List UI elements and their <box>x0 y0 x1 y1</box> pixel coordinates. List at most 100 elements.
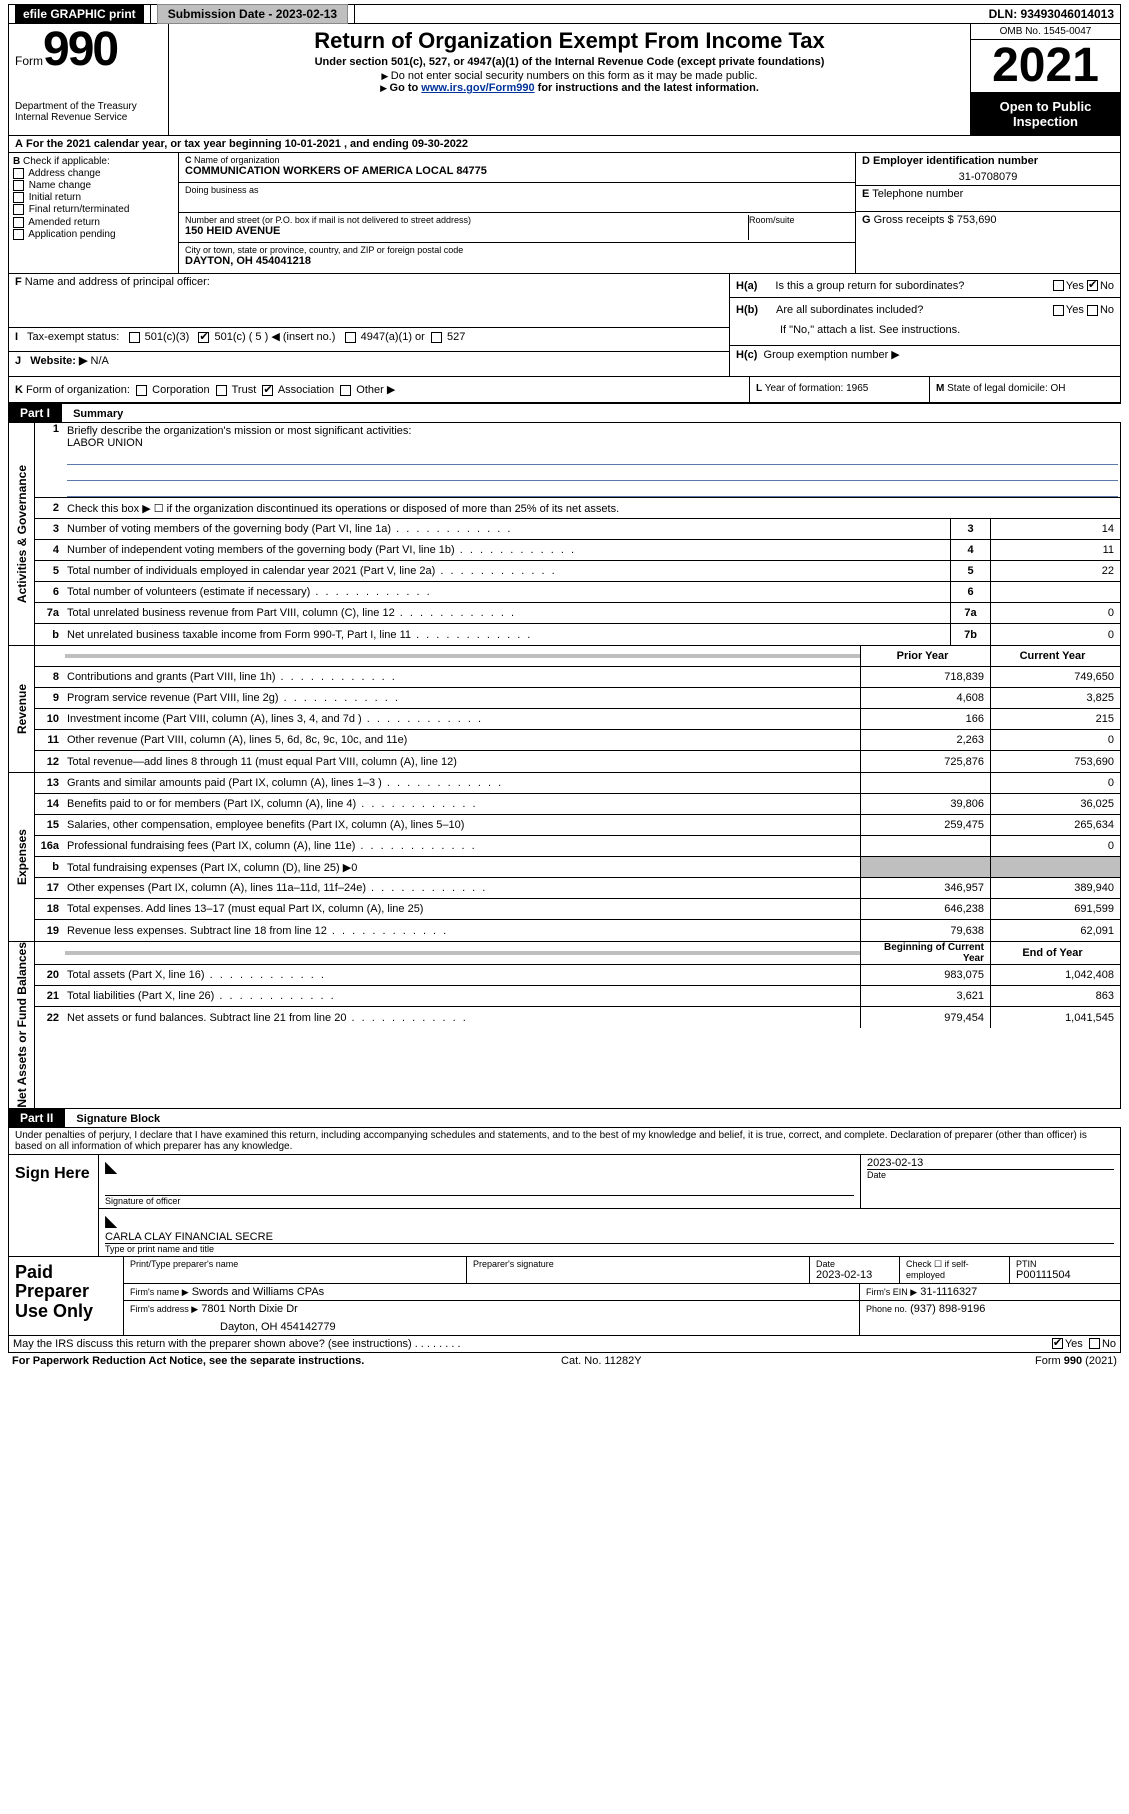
summary-revenue: Revenue Prior YearCurrent Year 8Contribu… <box>8 646 1121 773</box>
cb-discuss-no[interactable] <box>1089 1338 1100 1349</box>
r14-n: 14 <box>35 798 65 810</box>
cb-4947[interactable] <box>345 332 356 343</box>
firm-addr1: 7801 North Dixie Dr <box>201 1303 298 1315</box>
b-item-4: Amended return <box>28 217 100 228</box>
cb-assoc[interactable] <box>262 385 273 396</box>
ha-text: Is this a group return for subordinates? <box>775 280 1035 292</box>
cb-501c3[interactable] <box>129 332 140 343</box>
cb-address-change[interactable] <box>13 168 24 179</box>
r6-n: 6 <box>35 586 65 598</box>
cb-final-return[interactable] <box>13 204 24 215</box>
no-3: No <box>1102 1338 1116 1350</box>
prep-self-emp: Check ☐ if self-employed <box>900 1257 1010 1283</box>
cb-501c[interactable] <box>198 332 209 343</box>
form-subtitle: Under section 501(c), 527, or 4947(a)(1)… <box>177 56 962 68</box>
r3-t: Number of voting members of the governin… <box>65 521 950 537</box>
sig-date: 2023-02-13 <box>867 1157 1114 1169</box>
r20-py: 983,075 <box>860 965 990 985</box>
officer-name: CARLA CLAY FINANCIAL SECRE <box>105 1231 1114 1243</box>
addr-lbl: Number and street (or P.O. box if mail i… <box>185 215 748 225</box>
summary-balances: Net Assets or Fund Balances Beginning of… <box>8 942 1121 1109</box>
part2-title: Signature Block <box>68 1111 168 1127</box>
cb-discuss-yes[interactable] <box>1052 1338 1063 1349</box>
r16a-n: 16a <box>35 840 65 852</box>
cb-other[interactable] <box>340 385 351 396</box>
cb-amended[interactable] <box>13 217 24 228</box>
vtab-activities: Activities & Governance <box>9 423 35 645</box>
r16a-py <box>860 836 990 856</box>
part1-bar: Part I Summary <box>8 403 1121 423</box>
ein-lbl: Firm's EIN ▶ <box>866 1287 917 1297</box>
r12-cy: 753,690 <box>990 751 1120 772</box>
vtab4-label: Net Assets or Fund Balances <box>15 942 29 1108</box>
r22-t: Net assets or fund balances. Subtract li… <box>65 1010 860 1026</box>
r7a-rn: 7a <box>950 603 990 623</box>
i-o3: 4947(a)(1) or <box>361 331 425 343</box>
r4-t: Number of independent voting members of … <box>65 542 950 558</box>
sig-date-lbl: Date <box>867 1169 1114 1180</box>
cb-hb-yes[interactable] <box>1053 305 1064 316</box>
addr-val: 150 HEID AVENUE <box>185 225 748 237</box>
r17-py: 346,957 <box>860 878 990 898</box>
efile-btn[interactable]: efile GRAPHIC print <box>15 5 144 23</box>
form-word: Form <box>15 54 43 68</box>
r6-t: Total number of volunteers (estimate if … <box>65 584 950 600</box>
cb-corp[interactable] <box>136 385 147 396</box>
firm-addr2: Dayton, OH 454142779 <box>130 1315 853 1333</box>
cb-ha-yes[interactable] <box>1053 280 1064 291</box>
cb-initial-return[interactable] <box>13 192 24 203</box>
r22-n: 22 <box>35 1012 65 1024</box>
r16b-py <box>860 857 990 877</box>
no-1: No <box>1100 280 1114 292</box>
vtab-revenue: Revenue <box>9 646 35 772</box>
cb-527[interactable] <box>431 332 442 343</box>
k-lbl: Form of organization: <box>26 384 130 396</box>
r16b-cy <box>990 857 1120 877</box>
section-k-l-m: K Form of organization: Corporation Trus… <box>8 377 1121 403</box>
section-b-c-d-e: B Check if applicable: Address change Na… <box>8 153 1121 274</box>
c-name-lbl: Name of organization <box>194 155 280 165</box>
vtab-balances: Net Assets or Fund Balances <box>9 942 35 1108</box>
r7b-t: Net unrelated business taxable income fr… <box>65 627 950 643</box>
goto-link[interactable]: www.irs.gov/Form990 <box>421 82 534 94</box>
r16b-t: Total fundraising expenses (Part IX, col… <box>65 859 860 876</box>
cb-hb-no[interactable] <box>1087 305 1098 316</box>
r11-py: 2,263 <box>860 730 990 750</box>
r11-n: 11 <box>35 734 65 746</box>
r21-n: 21 <box>35 990 65 1002</box>
r19-t: Revenue less expenses. Subtract line 18 … <box>65 923 860 939</box>
year-formation: 1965 <box>846 383 868 394</box>
firm-lbl: Firm's name ▶ <box>130 1287 189 1297</box>
cb-trust[interactable] <box>216 385 227 396</box>
period-line: A For the 2021 calendar year, or tax yea… <box>8 136 1121 153</box>
r9-t: Program service revenue (Part VIII, line… <box>65 690 860 706</box>
r21-t: Total liabilities (Part X, line 26) <box>65 988 860 1004</box>
section-f-h: F Name and address of principal officer:… <box>8 274 1121 377</box>
cb-app-pending[interactable] <box>13 229 24 240</box>
g-lbl: Gross receipts $ <box>874 214 954 226</box>
b-item-1: Name change <box>29 180 91 191</box>
b-label: Check if applicable: <box>23 156 110 167</box>
summary-expenses: Expenses 13Grants and similar amounts pa… <box>8 773 1121 942</box>
k-o4: Other ▶ <box>356 384 395 396</box>
firm-name: Swords and Williams CPAs <box>192 1286 324 1298</box>
summary-activities: Activities & Governance 1 Briefly descri… <box>8 423 1121 646</box>
foot-mid: Cat. No. 11282Y <box>561 1355 642 1367</box>
d-lbl: Employer identification number <box>873 155 1038 167</box>
r18-cy: 691,599 <box>990 899 1120 919</box>
k-o2: Trust <box>232 384 257 396</box>
yes-1: Yes <box>1066 280 1084 292</box>
firm-phone-lbl: Phone no. <box>866 1304 907 1314</box>
cb-ha-no[interactable] <box>1087 280 1098 291</box>
yes-3: Yes <box>1065 1338 1083 1350</box>
vtab2-label: Revenue <box>15 684 29 734</box>
part2-hdr: Part II <box>8 1109 65 1127</box>
footer: For Paperwork Reduction Act Notice, see … <box>8 1353 1121 1369</box>
goto-line: Go to www.irs.gov/Form990 for instructio… <box>177 82 962 94</box>
r7a-t: Total unrelated business revenue from Pa… <box>65 605 950 621</box>
r21-py: 3,621 <box>860 986 990 1006</box>
city-lbl: City or town, state or province, country… <box>185 245 849 255</box>
cb-name-change[interactable] <box>13 180 24 191</box>
col-d-e-g: D Employer identification number 31-0708… <box>855 153 1120 273</box>
b-item-5: Application pending <box>28 229 115 240</box>
